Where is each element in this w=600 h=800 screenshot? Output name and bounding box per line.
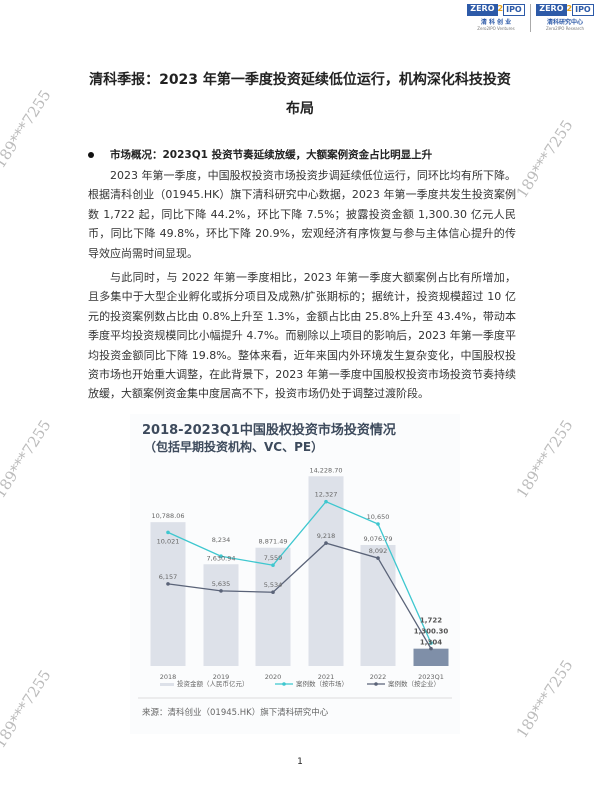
watermark: 189***7255 [0, 416, 55, 502]
data-point [376, 522, 380, 526]
legend-label: 案例数（按企业） [388, 679, 440, 688]
x-tick-label: 2022 [370, 673, 387, 681]
data-point [166, 530, 170, 535]
bar-label: 8,871.49 [259, 538, 288, 546]
bar-2023Q1 [413, 648, 449, 666]
bullet-icon [88, 152, 94, 158]
point-label: 7,559 [264, 554, 283, 562]
bar-2018 [150, 522, 186, 666]
legend-label: 案例数（按市场） [296, 679, 348, 688]
point-label: 5,534 [264, 581, 283, 589]
data-point [219, 588, 223, 593]
watermark: 189***7255 [0, 666, 55, 752]
chart-source: 来源：清科创业（01945.HK）旗下清科研究中心 [142, 707, 329, 718]
chart-title: 2018-2023Q1中国股权投资市场投资情况 [142, 422, 396, 438]
legend-marker [374, 682, 378, 686]
x-tick-label: 2023Q1 [418, 673, 444, 681]
paragraph: 2023 年第一季度，中国股权投资市场投资步调延续低位运行，同环比均有所下降。根… [88, 169, 516, 260]
bar-2020 [255, 547, 291, 666]
data-point [429, 641, 433, 645]
legend-label: 投资金额（人民币亿元） [177, 679, 249, 688]
x-tick-label: 2020 [265, 673, 282, 681]
bar-2022 [360, 544, 396, 666]
watermark: 189***7255 [0, 86, 55, 172]
document-title-continued: 布局 [286, 101, 314, 117]
data-point [324, 541, 328, 545]
legend-swatch [160, 682, 174, 686]
bar-label: 1,300.30 [414, 628, 449, 636]
point-label: 9,218 [317, 532, 336, 540]
chart-subtitle: （包括早期投资机构、VC、PE） [144, 439, 323, 454]
point-label: 6,157 [159, 573, 178, 581]
data-point [429, 646, 433, 651]
series-line-2 [167, 542, 432, 649]
document-body: 清科季报：2023 年第一季度投资延续低位运行，机构深化科技投资 布局 市场概况… [88, 66, 516, 734]
bar-label: 14,228.70 [309, 466, 342, 474]
data-point [166, 581, 170, 586]
section-heading-text: 市场概况：2023Q1 投资节奏延续放缓，大额案例资金占比明显上升 [110, 149, 433, 161]
point-label: 10,021 [157, 537, 180, 545]
data-point [376, 556, 380, 560]
x-tick-label: 2021 [318, 673, 335, 681]
bar-2021 [308, 476, 344, 666]
bar-label: 10,788.06 [151, 512, 184, 520]
data-point [271, 563, 275, 567]
legend-marker [282, 682, 286, 686]
point-label: 8,092 [369, 547, 388, 555]
point-label: 1,722 [420, 617, 442, 625]
zero2ipo-research-logo: ZERO 2 IPO 清科研究中心 Zero2IPO Research [536, 4, 594, 31]
bar-label: 7,630.94 [207, 554, 236, 562]
watermark: 189***7255 [512, 656, 577, 742]
x-tick-label: 2019 [213, 673, 230, 681]
header-logos: ZERO 2 IPO 清 科 创 业 Zero2IPO Ventures ZERO 2 I… [467, 4, 594, 32]
investment-chart: 2018-2023Q1中国股权投资市场投资情况 （包括早期投资机构、VC、PE）… [130, 413, 460, 734]
point-label: 12,327 [315, 491, 338, 499]
point-label: 10,650 [367, 513, 390, 521]
paragraph: 与此同时，与 2022 年第一季度相比，2023 年第一季度大额案例占比有所增加… [88, 271, 516, 401]
bar-label: 9,076.79 [364, 535, 393, 543]
page-number: 1 [297, 757, 303, 767]
data-point [219, 554, 223, 558]
document-title: 清科季报：2023 年第一季度投资延续低位运行，机构深化科技投资 [89, 72, 511, 88]
point-label: 8,234 [212, 536, 231, 544]
watermark: 189***7255 [512, 416, 577, 502]
x-tick-label: 2018 [160, 673, 177, 681]
section-heading: 市场概况：2023Q1 投资节奏延续放缓，大额案例资金占比明显上升 [88, 148, 516, 162]
watermark: 189***7255 [512, 116, 577, 202]
logo-divider [530, 4, 531, 32]
data-point [271, 590, 275, 594]
bar-2019 [203, 564, 239, 666]
point-label: 5,635 [212, 580, 231, 588]
series-line-1 [167, 500, 432, 644]
point-label: 1,304 [420, 639, 442, 647]
zero2ipo-ventures-logo: ZERO 2 IPO 清 科 创 业 Zero2IPO Ventures [467, 4, 525, 31]
data-point [324, 499, 328, 504]
